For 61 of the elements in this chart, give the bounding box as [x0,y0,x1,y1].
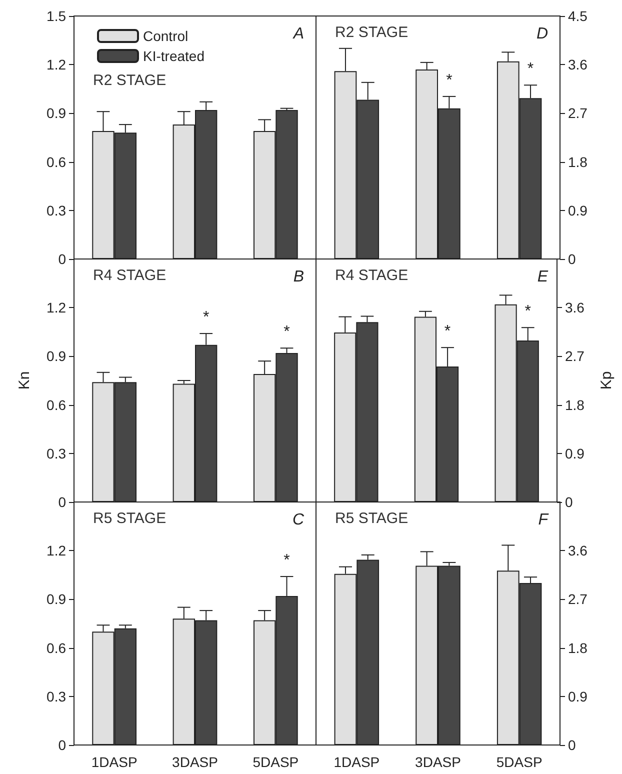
annotation: C [292,512,304,528]
annotation: E [537,268,548,286]
text: R5 STAGE [93,510,166,527]
text: R2 STAGE [335,24,408,41]
y-tick-label: 0 [568,737,576,753]
y-tick-label: 0.3 [46,688,66,704]
y-tick-label: 1.2 [46,56,66,73]
y-tick-label: 1.2 [46,542,66,559]
y-tick-label: 3.6 [565,300,585,316]
legend-label: KI-treated [143,48,204,64]
y-tick-label: 3.6 [568,56,588,73]
annotation: * [202,309,210,326]
annotation: * [524,303,531,320]
y-tick-label: 0.9 [46,105,66,122]
annotation: D [536,26,548,42]
annotation: B [293,268,304,286]
y-tick-label: 0.6 [46,640,66,656]
y-axis-title: Kn [16,371,33,390]
y-tick-label: 0.6 [46,154,66,170]
annotation: * [527,60,534,78]
y-tick-label: 1.8 [568,640,588,656]
x-tick-label: 5DASP [252,754,299,770]
annotation: * [446,72,452,89]
y-tick-label: 0.9 [46,348,66,364]
annotation: A [292,26,304,42]
text: R4 STAGE [335,267,408,284]
x-tick-label: 1DASP [334,754,380,770]
text: R4 STAGE [93,267,166,284]
y-tick-label: 0.9 [568,202,588,218]
y-tick-label: 0.3 [46,445,66,462]
y-tick-label: 0 [58,737,66,753]
annotation: * [444,323,451,340]
annotation: * [284,552,290,570]
y-tick-label: 0 [58,251,66,267]
y-tick-label: 0.6 [46,396,66,413]
text: R2 STAGE [93,72,166,89]
y-tick-label: 0 [568,251,576,267]
annotation: F [538,512,550,528]
legend-label: Control [143,28,188,44]
y-tick-label: 0.9 [46,591,66,608]
y-tick-label: 2.7 [568,105,588,122]
y-tick-label: 0.9 [565,445,585,462]
x-tick-label: 3DASP [415,754,461,770]
y-tick-label: 3.6 [568,542,588,559]
x-tick-label: 5DASP [496,754,542,770]
y-tick-label: 1.5 [46,8,66,24]
y-tick-label: 1.8 [568,154,588,170]
y-tick-label: 0.9 [568,688,588,704]
y-tick-label: 2.7 [565,348,585,364]
y-tick-label: 1.2 [46,300,66,316]
x-tick-label: 3DASP [172,754,218,770]
y-tick-label: 0 [565,494,573,510]
y-tick-label: 4.5 [568,8,588,24]
y-tick-label: 0.3 [46,202,66,218]
x-tick-label: 1DASP [91,754,138,770]
y-axis-title: Kp [598,371,615,390]
text: R5 STAGE [335,510,408,527]
y-tick-label: 1.8 [565,396,585,413]
y-tick-label: 2.7 [568,591,588,608]
annotation: * [284,324,290,341]
y-tick-label: 0 [58,494,66,510]
